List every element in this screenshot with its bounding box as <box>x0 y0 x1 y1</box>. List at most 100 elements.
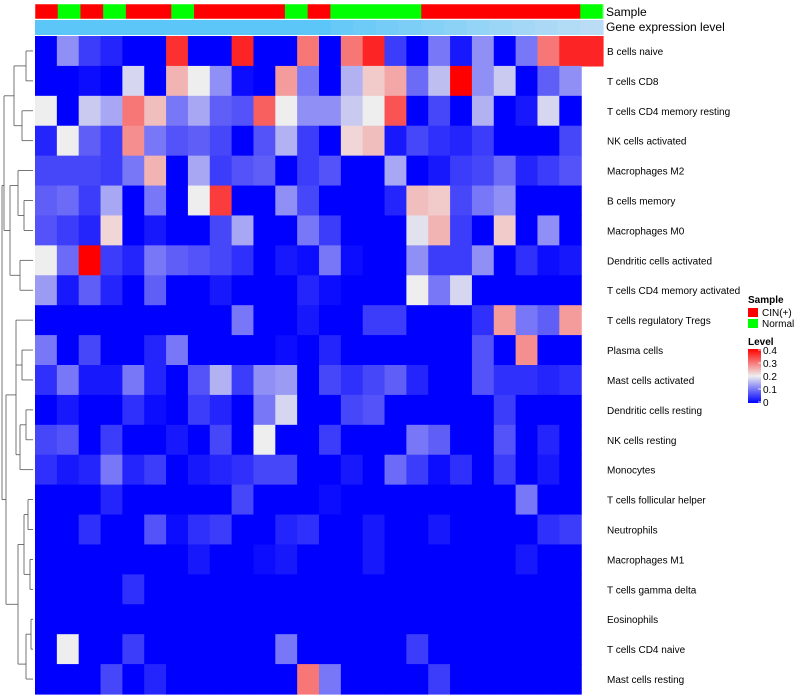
heatmap-cell <box>450 185 473 217</box>
heatmap-cell <box>231 335 255 366</box>
heatmap-cell <box>275 394 298 426</box>
heatmap-cell <box>209 245 233 276</box>
heatmap-cell <box>428 424 451 456</box>
heatmap-cell <box>100 65 123 97</box>
heatmap-cell <box>362 514 386 546</box>
heatmap-cell <box>100 574 123 605</box>
heatmap-cell <box>144 95 167 127</box>
heatmap-cell <box>275 305 298 336</box>
heatmap-cell <box>384 365 407 396</box>
heatmap-cell <box>78 245 102 276</box>
heatmap-cell <box>493 394 517 426</box>
heatmap-cell <box>559 36 582 67</box>
heatmap-cell <box>493 604 517 635</box>
heatmap-cell <box>144 65 167 97</box>
heatmap-cell <box>166 394 189 426</box>
heatmap-cell <box>450 65 473 97</box>
heatmap-cell <box>297 305 320 336</box>
sample-annotation-cell <box>557 4 581 19</box>
heatmap-cell <box>78 365 102 396</box>
legend-level-label: 0.1 <box>763 385 777 396</box>
heatmap-cell <box>450 574 473 605</box>
heatmap-cell <box>297 664 320 695</box>
heatmap-cell <box>253 424 276 456</box>
row-label: T cells follicular helper <box>607 496 706 507</box>
expression-annotation-cell <box>512 20 536 35</box>
expression-annotation-cell <box>262 20 286 35</box>
heatmap-cell <box>144 365 167 396</box>
heatmap-cell <box>406 95 429 127</box>
heatmap-cell <box>428 275 451 306</box>
heatmap-cell <box>362 634 386 665</box>
heatmap-cell <box>35 155 58 187</box>
expression-annotation-cell <box>216 20 241 35</box>
sample-annotation-cell <box>489 4 513 19</box>
row-label: Monocytes <box>607 466 655 477</box>
heatmap-cell <box>537 305 560 336</box>
heatmap-cell <box>537 574 560 605</box>
heatmap-cell <box>297 634 320 665</box>
heatmap-cell <box>122 65 145 97</box>
heatmap-cell <box>515 544 539 575</box>
heatmap-cell <box>384 664 407 695</box>
heatmap-cell <box>450 454 473 486</box>
heatmap-cell <box>515 155 539 187</box>
heatmap-cell <box>515 454 539 486</box>
sample-annotation-cell <box>171 4 195 19</box>
heatmap-cell <box>209 634 233 665</box>
heatmap-cell <box>493 36 517 67</box>
heatmap-cell <box>297 36 320 67</box>
heatmap-cell <box>428 604 451 635</box>
heatmap-cell <box>187 215 211 246</box>
sample-annotation-cell <box>534 4 559 19</box>
heatmap-cell <box>78 574 102 605</box>
heatmap-cell <box>384 574 407 605</box>
heatmap-cell <box>406 305 429 336</box>
heatmap-cell <box>559 185 582 217</box>
heatmap-cell <box>35 215 58 246</box>
heatmap-cell <box>56 514 80 546</box>
heatmap-cell <box>35 424 58 456</box>
heatmap-cell <box>428 544 451 575</box>
sample-annotation-cell <box>330 4 354 19</box>
heatmap-cell <box>78 424 102 456</box>
heatmap-cell <box>384 514 407 546</box>
heatmap-cell <box>35 664 58 695</box>
heatmap-cell <box>406 664 429 695</box>
row-label: T cells CD4 naive <box>607 645 686 656</box>
heatmap-cell <box>515 484 539 516</box>
heatmap-cell <box>100 125 123 157</box>
heatmap-cell <box>78 275 102 306</box>
heatmap-cell <box>253 604 276 635</box>
heatmap-cell <box>428 65 451 97</box>
heatmap-cell <box>187 634 211 665</box>
heatmap-cell <box>450 95 473 127</box>
expression-annotation-cell <box>443 20 468 35</box>
heatmap-cell <box>144 634 167 665</box>
heatmap-cell <box>209 394 233 426</box>
heatmap-cell <box>209 604 233 635</box>
heatmap-cell <box>209 365 233 396</box>
heatmap-cell <box>493 514 517 546</box>
heatmap-cell <box>231 215 255 246</box>
heatmap-cell <box>362 125 386 157</box>
sample-annotation-cell <box>262 4 286 19</box>
heatmap-cell <box>78 514 102 546</box>
heatmap-cell <box>384 125 407 157</box>
heatmap-cell <box>428 365 451 396</box>
heatmap-cell <box>384 544 407 575</box>
heatmap-cell <box>56 95 80 127</box>
heatmap-cell <box>122 574 145 605</box>
heatmap-cell <box>144 305 167 336</box>
heatmap-cell <box>515 95 539 127</box>
heatmap-cell <box>471 514 495 546</box>
legend-sample-label: Normal <box>762 319 794 330</box>
heatmap-cell <box>209 574 233 605</box>
heatmap-cell <box>537 604 560 635</box>
heatmap-cell <box>100 275 123 306</box>
heatmap-cell <box>144 394 167 426</box>
row-label: Mast cells resting <box>607 675 684 686</box>
heatmap-cell <box>144 574 167 605</box>
heatmap-cell <box>297 245 320 276</box>
heatmap-cell <box>493 245 517 276</box>
